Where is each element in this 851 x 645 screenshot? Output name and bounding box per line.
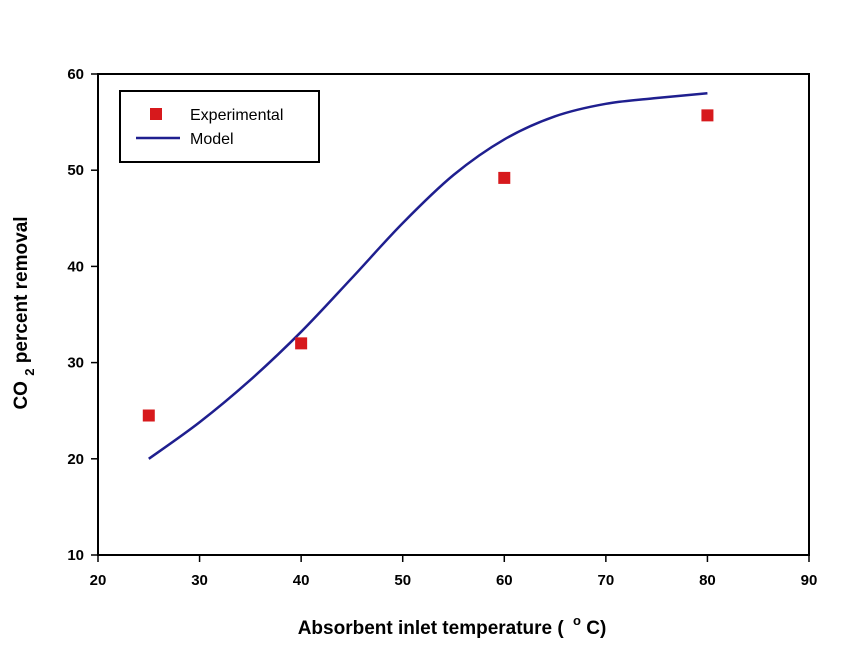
experimental-point: [701, 109, 714, 122]
y-tick-label: 60: [67, 66, 84, 83]
y-tick-label: 20: [67, 451, 84, 468]
model-line-layer: [148, 91, 708, 460]
legend-experimental-label: Experimental: [190, 107, 283, 124]
x-axis-ticks: 20 30 40 50 60 70 80 90: [90, 555, 818, 589]
experimental-point: [295, 337, 308, 350]
x-tick-label: 80: [699, 572, 716, 589]
x-tick-label: 50: [394, 572, 411, 589]
legend-box: [119, 90, 320, 163]
legend-model-label: Model: [190, 131, 234, 148]
x-axis-title-main: Absorbent inlet temperature (: [298, 618, 565, 639]
x-axis-title-degree: o: [573, 613, 581, 628]
y-axis-title-prefix: CO: [11, 381, 32, 410]
y-axis-title: CO 2 percent removal: [11, 216, 39, 409]
legend-experimental-marker: [150, 108, 162, 120]
y-tick-label: 30: [67, 355, 84, 372]
model-series-line: [148, 91, 708, 460]
x-tick-label: 20: [90, 572, 107, 589]
x-axis-title-unit: C): [586, 618, 606, 639]
y-axis-ticks: 10 20 30 40 50 60: [67, 66, 98, 564]
x-tick-label: 30: [191, 572, 208, 589]
experimental-markers-layer: [142, 109, 714, 422]
experimental-point: [498, 171, 511, 184]
x-tick-label: 40: [293, 572, 310, 589]
legend: Experimental Model: [119, 90, 320, 163]
y-axis-title-subscript: 2: [22, 369, 37, 376]
y-axis-title-suffix: percent removal: [11, 216, 32, 363]
x-tick-label: 70: [598, 572, 615, 589]
plot-frame: [97, 73, 810, 556]
y-tick-label: 50: [67, 162, 84, 179]
x-axis-title: Absorbent inlet temperature ( o C): [298, 609, 607, 639]
x-tick-label: 90: [801, 572, 818, 589]
x-tick-label: 60: [496, 572, 513, 589]
experimental-point: [142, 409, 155, 422]
y-tick-label: 10: [67, 547, 84, 564]
y-tick-label: 40: [67, 258, 84, 275]
